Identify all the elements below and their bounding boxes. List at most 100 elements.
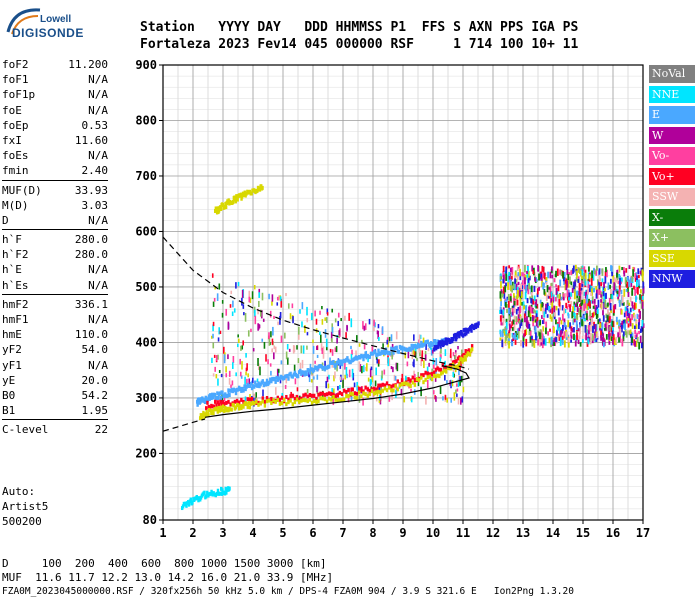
param-value: 2.40 (81, 164, 109, 178)
hf-echo (515, 316, 518, 323)
noise-echo (458, 373, 460, 382)
hf-echo (576, 306, 579, 313)
trace-point-vo+ (336, 393, 339, 398)
noise-echo (419, 334, 422, 340)
noise-echo (355, 350, 357, 356)
noise-echo (276, 368, 279, 378)
param-separator (2, 229, 108, 231)
trace-point-vo+ (206, 400, 209, 405)
noise-echo (247, 373, 249, 378)
hf-echo (573, 281, 575, 290)
noise-echo (401, 347, 404, 355)
hf-echo (526, 316, 528, 323)
noise-echo (456, 382, 458, 387)
hf-echo (567, 303, 570, 307)
hf-echo (601, 278, 604, 283)
hf-echo (514, 278, 516, 284)
hf-echo (559, 330, 562, 338)
hf-echo (602, 333, 605, 341)
hf-echo (623, 288, 626, 297)
noise-echo (396, 362, 399, 372)
hf-echo (521, 282, 524, 290)
noise-echo (285, 293, 287, 297)
param-value: 22 (94, 423, 108, 437)
x-tick-label: 14 (546, 526, 560, 540)
hf-echo (618, 337, 620, 343)
trace-point-vo+ (325, 392, 329, 397)
param-name: foE (2, 103, 22, 117)
hf-echo (547, 271, 549, 279)
hf-echo (502, 328, 505, 334)
hf-echo (586, 329, 589, 336)
trace-point-nnw (470, 328, 473, 333)
hf-echo (528, 323, 531, 329)
trace-point-sse (285, 402, 288, 407)
trace-point-e (415, 345, 419, 350)
trace-point-nne (185, 503, 188, 508)
param-row: MUF(D) 33.93 (2, 183, 108, 198)
hf-echo (592, 274, 595, 281)
hf-echo (518, 320, 521, 324)
trace-point-sse (256, 188, 259, 193)
trace-point-vo+ (229, 402, 232, 407)
hf-echo (567, 313, 570, 319)
trace-point-e (409, 347, 412, 352)
hf-echo (609, 326, 612, 331)
noise-echo (334, 318, 337, 323)
hf-echo (627, 318, 630, 322)
hf-echo (507, 281, 509, 290)
trace-point-sse (280, 401, 284, 406)
hf-echo (529, 316, 532, 322)
hf-echo (618, 289, 621, 297)
noise-echo (440, 354, 442, 359)
hf-echo (586, 296, 588, 304)
param-row: fxI 11.60 (2, 133, 108, 148)
noise-echo (439, 357, 442, 362)
noise-echo (314, 310, 316, 317)
trace-point-sse (223, 408, 226, 413)
noise-echo (284, 332, 286, 339)
trace-point-sse (202, 410, 205, 415)
trace-point-e (215, 395, 218, 400)
noise-echo (404, 375, 407, 384)
noise-echo (239, 358, 241, 365)
hf-echo (587, 288, 589, 295)
hf-echo (517, 281, 520, 286)
x-tick-label: 1 (159, 526, 166, 540)
param-name: hmE (2, 328, 22, 342)
noise-echo (280, 360, 283, 365)
trace-point-e (265, 378, 269, 383)
param-row: hmF1 N/A (2, 312, 108, 327)
hf-echo (541, 320, 544, 325)
noise-echo (239, 371, 242, 377)
noise-echo (261, 338, 264, 342)
hf-echo (523, 313, 526, 320)
hf-echo (525, 284, 528, 293)
hf-echo (535, 303, 538, 309)
trace-point-vo+ (317, 392, 320, 397)
trace-point-e (275, 375, 278, 380)
hf-echo (612, 275, 615, 283)
trace-point-sse (234, 405, 238, 410)
noise-echo (297, 334, 300, 340)
hf-echo (555, 305, 558, 311)
noise-echo (263, 341, 266, 349)
hf-echo (542, 282, 545, 289)
noise-echo (220, 373, 223, 378)
noise-echo (274, 346, 277, 353)
trace-point-nnw (464, 327, 467, 332)
hf-echo (550, 291, 553, 298)
hf-echo (590, 277, 593, 286)
noise-echo (245, 352, 247, 358)
noise-echo (337, 312, 340, 318)
hf-echo (546, 285, 549, 293)
noise-echo (271, 301, 273, 306)
noise-echo (227, 354, 229, 360)
hf-echo (592, 312, 594, 318)
trace-point-sse (302, 397, 305, 402)
param-value: N/A (88, 358, 108, 372)
hf-echo (579, 324, 581, 328)
hf-echo (571, 287, 574, 293)
noise-echo (444, 349, 447, 357)
x-tick-label: 13 (516, 526, 530, 540)
